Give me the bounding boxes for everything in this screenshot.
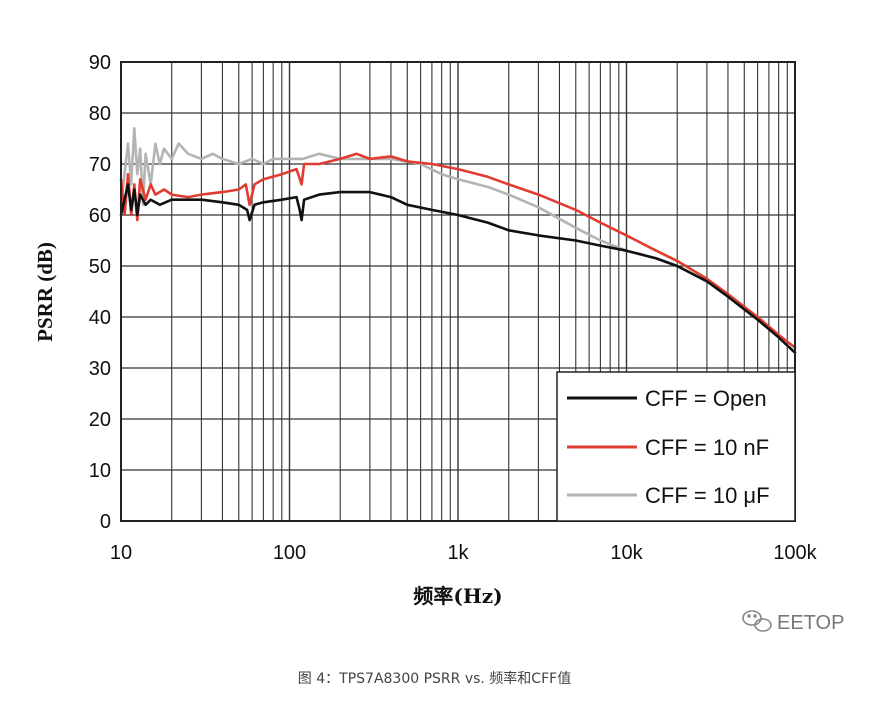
y-tick-labels: 0 10 20 30 40 50 60 70 80 90 <box>89 52 111 533</box>
y-tick-label: 90 <box>89 52 111 74</box>
wechat-icon <box>742 610 772 632</box>
legend-label-10uf: CFF = 10 μF <box>645 483 770 508</box>
x-tick-label: 100 <box>273 542 306 564</box>
y-tick-label: 20 <box>89 409 111 431</box>
plot-frame <box>120 61 796 522</box>
y-tick-label: 10 <box>89 460 111 482</box>
y-tick-label: 0 <box>100 511 111 533</box>
x-tick-label: 1k <box>447 542 469 564</box>
y-tick-label: 80 <box>89 103 111 125</box>
watermark: EETOP <box>742 610 844 634</box>
x-tick-label: 100k <box>773 542 817 564</box>
y-tick-label: 60 <box>89 205 111 227</box>
watermark-text: EETOP <box>777 612 844 634</box>
series-lines <box>119 127 797 354</box>
x-tick-label: 10k <box>610 542 643 564</box>
y-tick-label: 40 <box>89 307 111 329</box>
legend-label-10nf: CFF = 10 nF <box>645 435 769 460</box>
y-axis-label: PSRR (dB) <box>33 242 57 342</box>
x-tick-labels: 10 100 1k 10k 100k <box>110 542 818 564</box>
series-line <box>119 152 797 349</box>
legend: CFF = Open CFF = 10 nF CFF = 10 μF <box>556 371 796 522</box>
figure-caption: 图 4：TPS7A8300 PSRR vs. 频率和CFF值 <box>297 671 572 687</box>
psrr-chart: 0 10 20 30 40 50 60 70 80 90 10 100 1k 10k 100k PSRR … <box>33 52 844 634</box>
y-tick-label: 70 <box>89 154 111 176</box>
x-tick-label: 10 <box>110 542 132 564</box>
y-tick-label: 30 <box>89 358 111 380</box>
y-tick-label: 50 <box>89 256 111 278</box>
series-line <box>119 183 797 354</box>
x-axis-label: 频率(Hz) <box>413 584 502 608</box>
legend-label-open: CFF = Open <box>645 386 767 411</box>
